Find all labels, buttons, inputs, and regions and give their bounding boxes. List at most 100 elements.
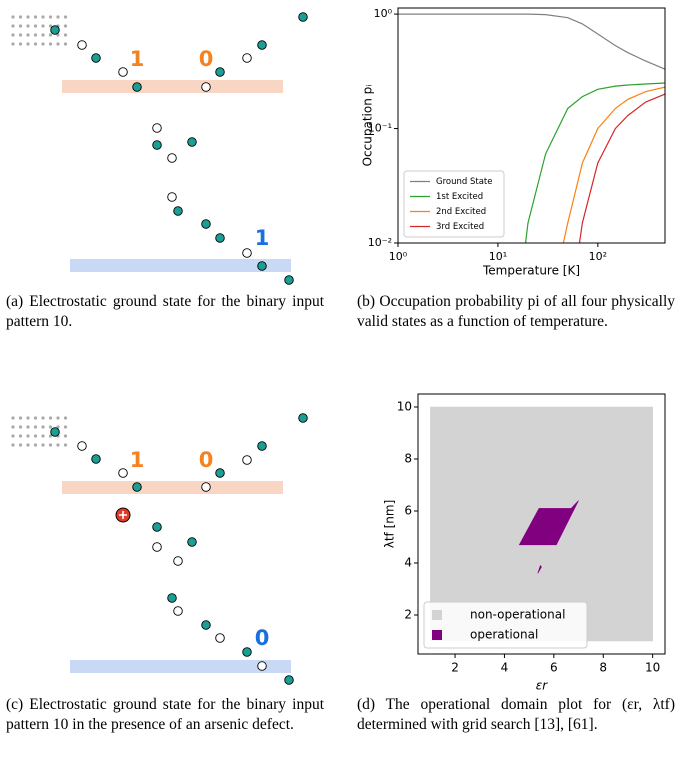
lattice-site xyxy=(48,416,53,420)
charged-sidb xyxy=(50,427,60,437)
lattice-site xyxy=(26,42,30,46)
charged-sidb xyxy=(215,67,225,77)
caption: (a) Electrostatic ground state for the b… xyxy=(6,293,324,330)
legend-swatch xyxy=(432,610,442,620)
lattice-site xyxy=(48,434,53,438)
lattice-site xyxy=(33,33,38,37)
legend-label: 1st Excited xyxy=(436,192,483,202)
neutral-sidb xyxy=(167,153,177,163)
lattice-site xyxy=(48,42,53,46)
neutral-sidb xyxy=(201,82,211,92)
neutral-sidb xyxy=(242,455,252,465)
neutral-sidb xyxy=(77,441,87,451)
lattice-site xyxy=(26,33,30,37)
lattice-site xyxy=(18,434,23,438)
legend-label: Ground State xyxy=(436,177,492,187)
legend-box xyxy=(403,170,505,238)
input-label: 0 xyxy=(199,47,214,71)
y-axis-label: λtf [nm] xyxy=(383,500,397,549)
y-tick-label: 10⁻² xyxy=(368,236,392,249)
charged-sidb xyxy=(257,441,267,451)
charged-sidb xyxy=(298,12,308,22)
charged-sidb xyxy=(167,593,177,603)
charged-sidb xyxy=(284,275,294,285)
lattice-site xyxy=(48,443,53,447)
y-tick-label: 2 xyxy=(404,608,412,622)
lattice-site xyxy=(26,425,30,429)
caption: (d) The operational domain plot for (εr,… xyxy=(357,696,675,733)
lattice-site xyxy=(41,24,45,28)
series-line xyxy=(578,93,665,243)
lattice-site xyxy=(33,42,38,46)
lattice-site xyxy=(63,42,68,46)
y-tick-label: 10 xyxy=(397,400,412,414)
lattice-site xyxy=(41,416,45,420)
lattice-site xyxy=(33,15,38,19)
output-label: 1 xyxy=(255,226,270,250)
charged-sidb xyxy=(284,675,294,685)
legend-label: 2nd Excited xyxy=(436,207,486,217)
lattice-site xyxy=(63,24,68,28)
lattice-site xyxy=(41,42,45,46)
caption: (b) Occupation probability pi of all fou… xyxy=(357,293,675,330)
output-band xyxy=(70,660,291,673)
lattice-site xyxy=(18,425,23,429)
lattice-site xyxy=(33,434,38,438)
charged-sidb xyxy=(257,261,267,271)
charged-sidb xyxy=(215,468,225,478)
lattice-site xyxy=(63,425,68,429)
region xyxy=(518,500,579,574)
input-band xyxy=(62,481,283,494)
neutral-sidb xyxy=(152,123,162,133)
x-axis-label: εr xyxy=(536,679,548,693)
caption: (c) Electrostatic ground state for the b… xyxy=(6,696,324,733)
neutral-sidb xyxy=(118,67,128,77)
lattice-site xyxy=(48,15,53,19)
legend-swatch xyxy=(432,630,442,640)
neutral-sidb xyxy=(201,482,211,492)
defect-plus xyxy=(119,511,127,519)
charged-sidb xyxy=(242,647,252,657)
lattice-site xyxy=(63,416,68,420)
lattice-site xyxy=(11,42,15,46)
plot-frame xyxy=(397,7,666,244)
neutral-sidb xyxy=(173,606,183,616)
charged-sidb xyxy=(187,137,197,147)
neutral-sidb xyxy=(152,542,162,552)
lattice-site xyxy=(18,24,23,28)
legend-label: operational xyxy=(470,628,538,642)
lattice-site xyxy=(56,443,60,447)
input-band xyxy=(62,80,283,93)
input-label: 1 xyxy=(130,448,145,472)
charged-sidb xyxy=(152,140,162,150)
charged-sidb xyxy=(298,413,308,423)
output-label: 0 xyxy=(255,626,270,650)
lattice-site xyxy=(48,24,53,28)
lattice-site xyxy=(11,416,15,420)
charged-sidb xyxy=(187,537,197,547)
neutral-sidb xyxy=(173,556,183,566)
lattice-site xyxy=(26,443,30,447)
lattice-site xyxy=(33,24,38,28)
input-label: 0 xyxy=(199,448,214,472)
lattice-site xyxy=(18,33,23,37)
lattice-site xyxy=(26,15,30,19)
charged-sidb xyxy=(152,522,162,532)
charged-sidb xyxy=(132,82,142,92)
charged-sidb xyxy=(201,620,211,630)
neutral-sidb xyxy=(118,468,128,478)
lattice-site xyxy=(63,434,68,438)
lattice-site xyxy=(11,24,15,28)
lattice-site xyxy=(11,443,15,447)
charged-sidb xyxy=(91,53,101,63)
x-tick-label: 10⁰ xyxy=(389,250,408,263)
lattice-site xyxy=(56,42,60,46)
neutral-sidb xyxy=(257,661,267,671)
lattice-site xyxy=(26,24,30,28)
lattice-site xyxy=(33,443,38,447)
y-tick-label: 8 xyxy=(404,452,412,466)
series-line xyxy=(398,13,665,70)
lattice-site xyxy=(11,434,15,438)
